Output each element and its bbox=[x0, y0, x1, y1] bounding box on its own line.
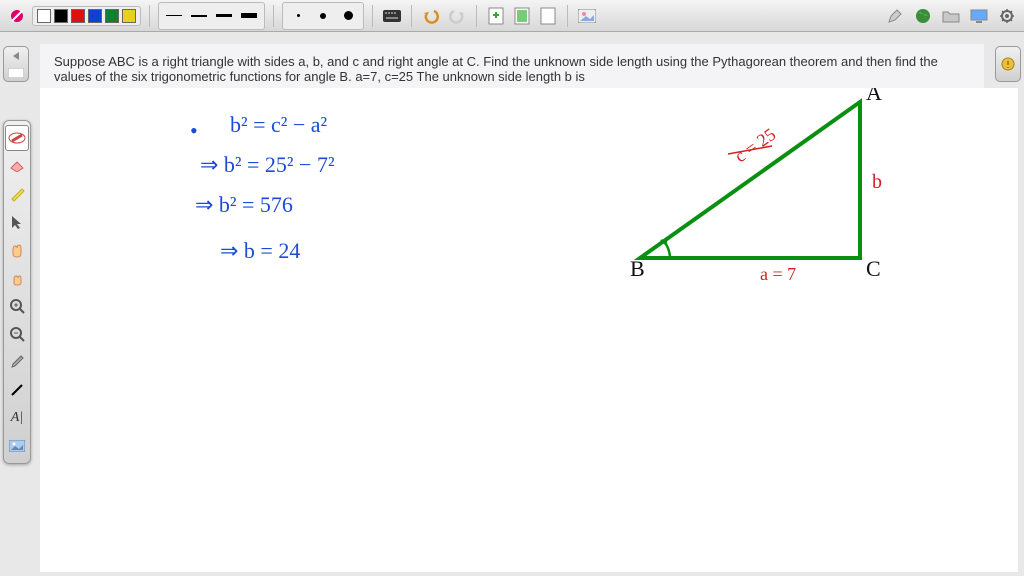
color-white[interactable] bbox=[37, 9, 51, 23]
app-icon bbox=[6, 5, 28, 27]
page-nav-left[interactable] bbox=[3, 46, 29, 82]
eraser-tool[interactable] bbox=[5, 153, 29, 179]
monitor-icon[interactable] bbox=[968, 5, 990, 27]
hand-grab-tool[interactable] bbox=[5, 265, 29, 291]
line-thick[interactable] bbox=[213, 5, 235, 27]
color-palette bbox=[32, 6, 141, 26]
page-nav-right[interactable] bbox=[995, 46, 1021, 82]
zoom-in-tool[interactable] bbox=[5, 293, 29, 319]
right-icon-group bbox=[884, 5, 1018, 27]
vertex-B: B bbox=[630, 256, 645, 281]
image-icon[interactable] bbox=[576, 5, 598, 27]
question-banner: Suppose ABC is a right triangle with sid… bbox=[40, 44, 984, 94]
line-width-group bbox=[158, 2, 265, 30]
dot-small[interactable] bbox=[287, 5, 309, 27]
dropper-tool[interactable] bbox=[5, 349, 29, 375]
redo-icon[interactable] bbox=[446, 5, 468, 27]
side-a-label: a = 7 bbox=[760, 264, 796, 284]
folder-icon[interactable] bbox=[940, 5, 962, 27]
side-c-label: c = 25 bbox=[731, 124, 779, 166]
dot-med[interactable] bbox=[312, 5, 334, 27]
color-red[interactable] bbox=[71, 9, 85, 23]
color-green[interactable] bbox=[105, 9, 119, 23]
text-tool[interactable]: A| bbox=[5, 405, 29, 431]
triangle-path bbox=[640, 102, 860, 258]
color-black[interactable] bbox=[54, 9, 68, 23]
tool-palette: A| bbox=[3, 120, 31, 464]
zoom-out-tool[interactable] bbox=[5, 321, 29, 347]
line-tool[interactable] bbox=[5, 377, 29, 403]
vertex-C: C bbox=[866, 256, 881, 281]
pointer-tool[interactable] bbox=[5, 209, 29, 235]
edit-icon[interactable] bbox=[884, 5, 906, 27]
question-text: Suppose ABC is a right triangle with sid… bbox=[54, 54, 938, 84]
line-med[interactable] bbox=[188, 5, 210, 27]
settings-icon[interactable] bbox=[996, 5, 1018, 27]
new-page-icon[interactable] bbox=[485, 5, 507, 27]
highlighter-tool[interactable] bbox=[5, 181, 29, 207]
hand-open-tool[interactable] bbox=[5, 237, 29, 263]
page-blank-icon[interactable] bbox=[537, 5, 559, 27]
pen-tool[interactable] bbox=[5, 125, 29, 151]
line-xthick[interactable] bbox=[238, 5, 260, 27]
page-green-icon[interactable] bbox=[511, 5, 533, 27]
undo-icon[interactable] bbox=[420, 5, 442, 27]
line-thin[interactable] bbox=[163, 5, 185, 27]
dot-large[interactable] bbox=[337, 5, 359, 27]
dot-size-group bbox=[282, 2, 364, 30]
insert-image-tool[interactable] bbox=[5, 433, 29, 459]
vertex-A: A bbox=[866, 88, 882, 105]
whiteboard-canvas[interactable]: • b² = c² − a² ⇒ b² = 25² − 7² ⇒ b² = 57… bbox=[40, 88, 1018, 572]
globe-icon[interactable] bbox=[912, 5, 934, 27]
color-yellow[interactable] bbox=[122, 9, 136, 23]
triangle-diagram: A B C c = 25 b a = 7 bbox=[40, 88, 1020, 558]
top-toolbar bbox=[0, 0, 1024, 32]
color-blue[interactable] bbox=[88, 9, 102, 23]
keyboard-icon[interactable] bbox=[381, 5, 403, 27]
side-b-label: b bbox=[872, 171, 882, 193]
